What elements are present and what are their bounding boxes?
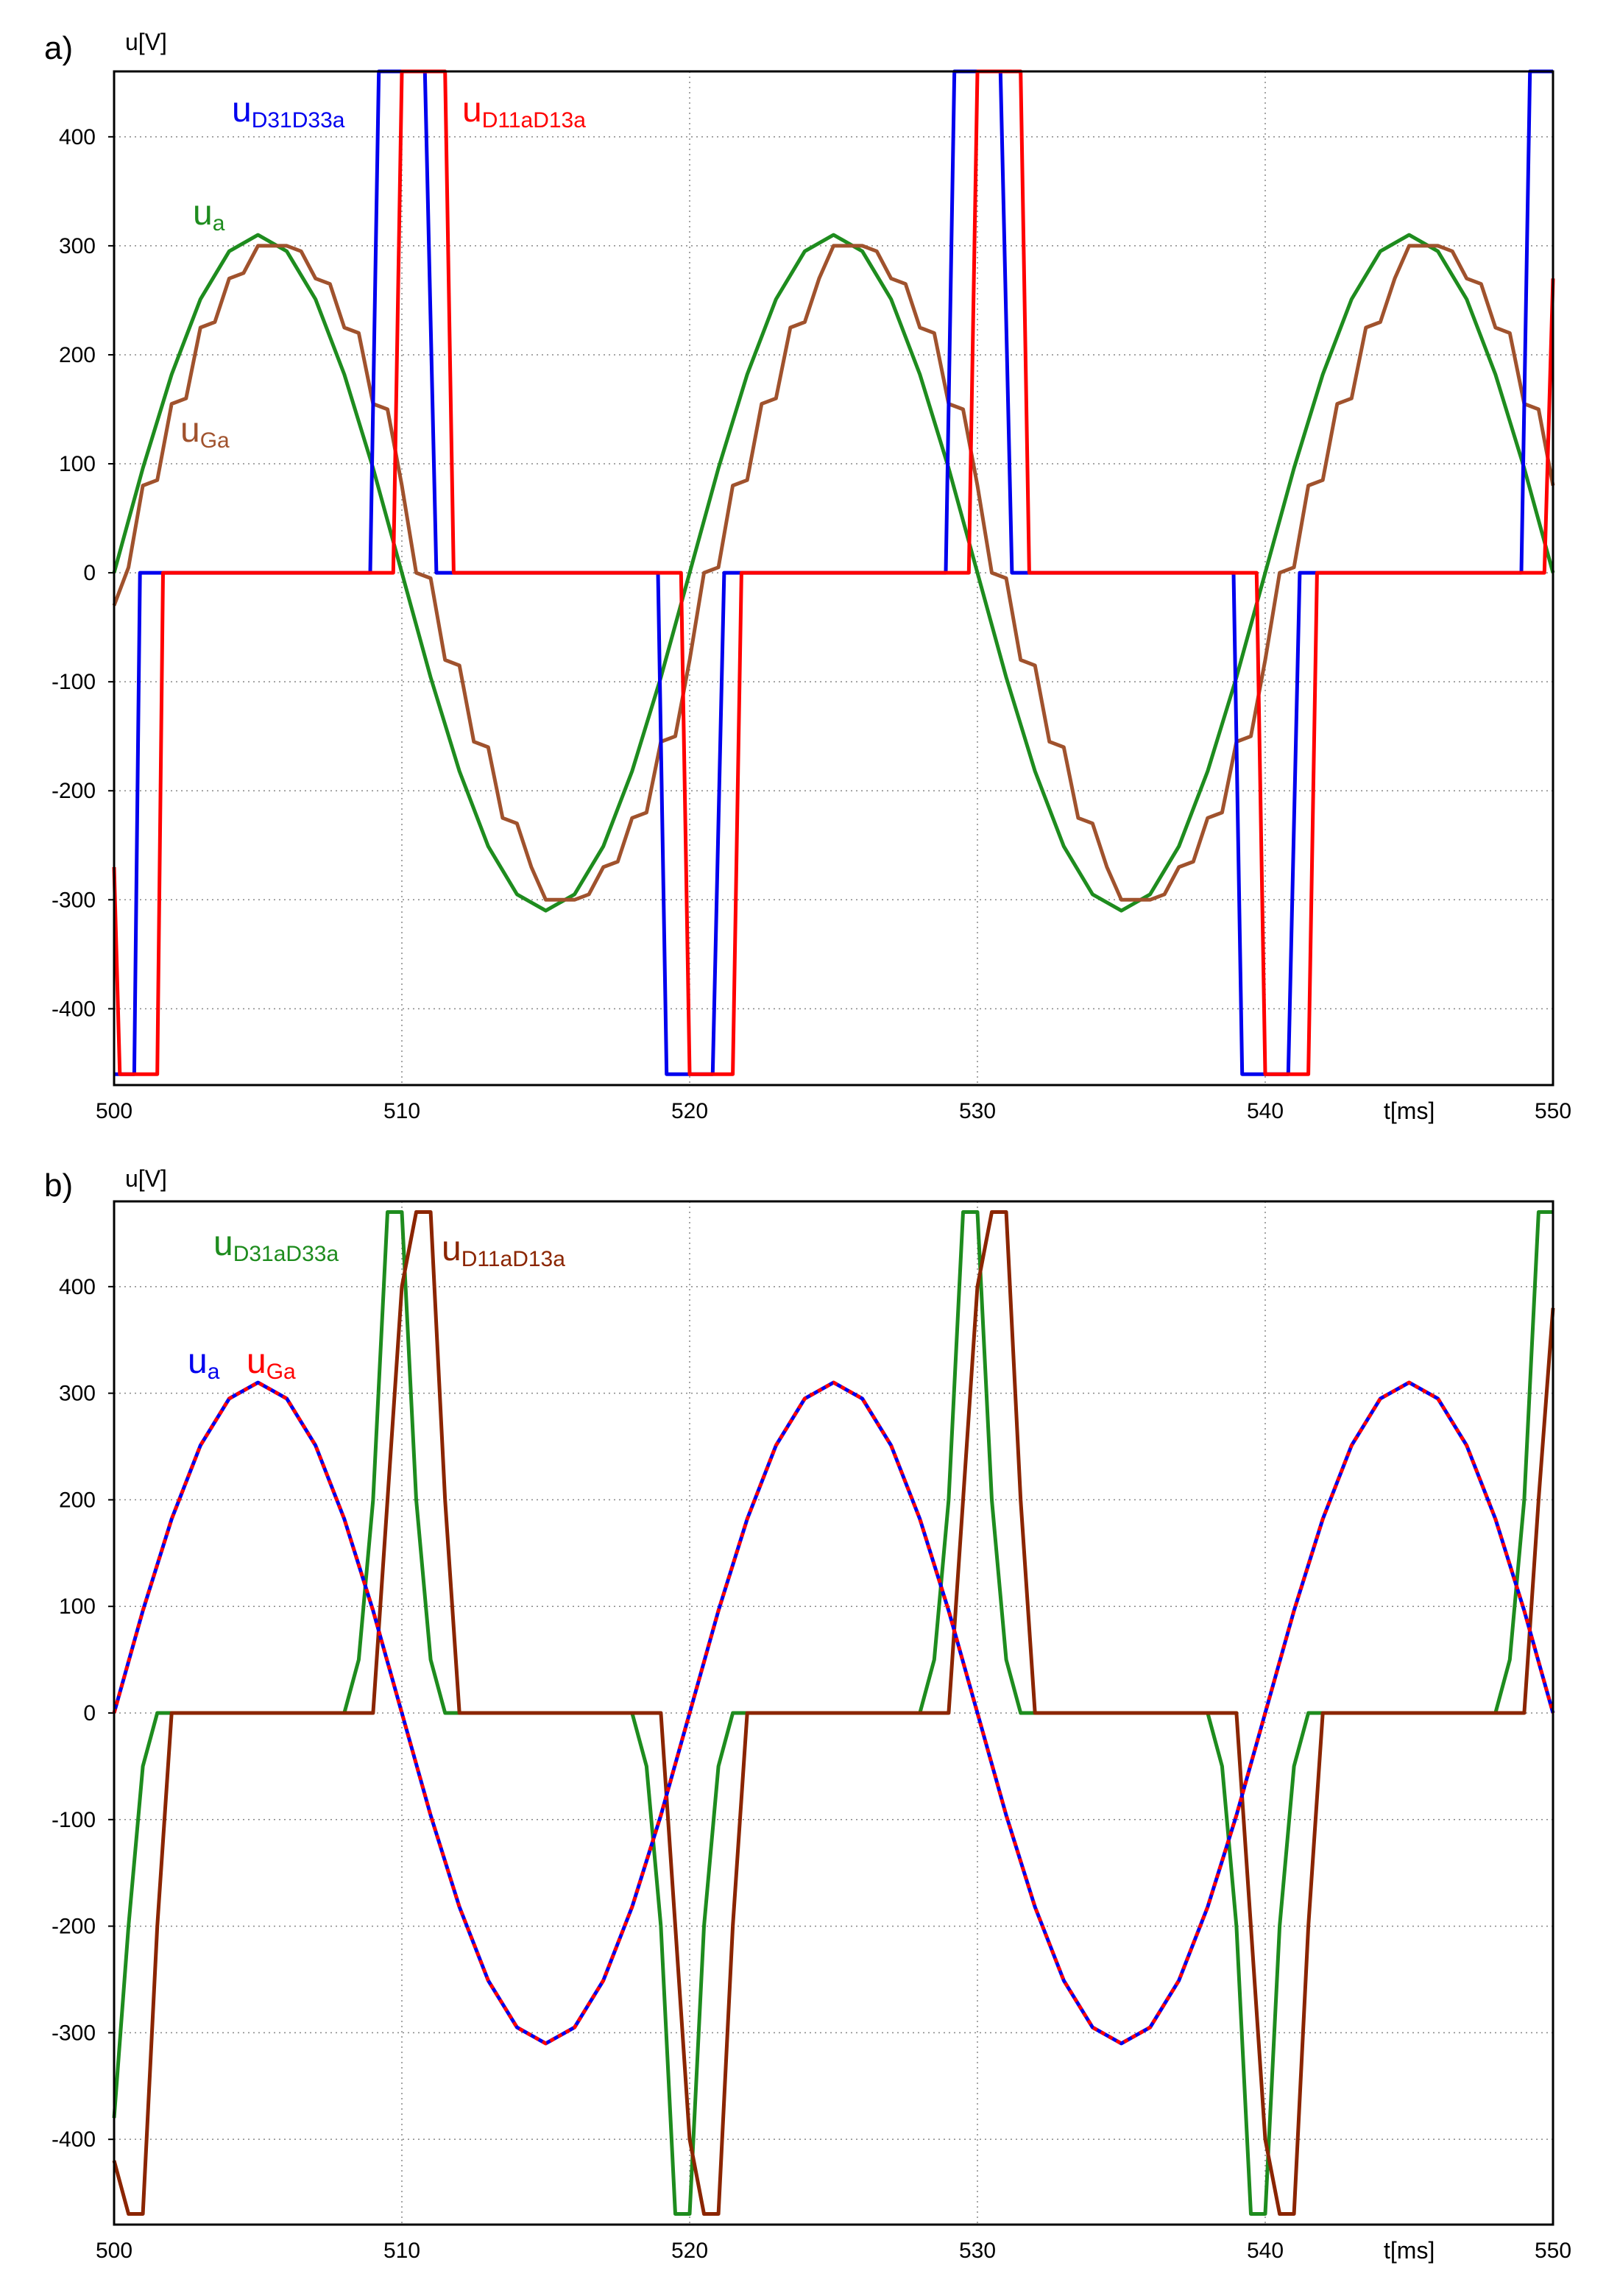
x-tick-540: 540 [1247, 1099, 1284, 1123]
panel-a-frame [113, 70, 1554, 1087]
legend-uGa: uGa [180, 411, 230, 453]
y-tick--200: -200 [52, 1915, 96, 1939]
y-tick-200: 200 [59, 1488, 96, 1512]
y-tick-400: 400 [59, 1275, 96, 1299]
y-tick-200: 200 [59, 343, 96, 367]
series-uD11aD13a [112, 69, 1555, 1076]
legend-ua-b: ua [188, 1342, 220, 1384]
series-uGa [112, 244, 1555, 902]
x-tick-520: 520 [671, 2239, 708, 2263]
x-tick-540: 540 [1247, 2239, 1284, 2263]
panel-b-ticks: 500 510 520 530 540 550 -400 -300 -200 -100 0 100 20… [52, 1275, 1571, 2263]
panel-a: a) u[V] t[ms] 500 510 520 530 540 550 -400 -300… [44, 29, 1571, 1124]
panel-b: b) u[V] t[ms] 500 510 520 530 540 550 -400 -300… [44, 1165, 1571, 2264]
legend-uD11aD13a-b: uD11aD13a [442, 1229, 565, 1271]
series-ua [112, 233, 1555, 913]
x-tick-550: 550 [1535, 2239, 1571, 2263]
panel-a-xlabel: t[ms] [1384, 1098, 1435, 1124]
panel-b-xlabel: t[ms] [1384, 2237, 1435, 2264]
y-tick-0: 0 [83, 1701, 96, 1725]
panel-b-frame [113, 1200, 1554, 2226]
y-tick--100: -100 [52, 1808, 96, 1832]
x-tick-550: 550 [1535, 1099, 1571, 1123]
legend-uD11aD13a: uD11aD13a [462, 91, 586, 133]
y-tick--300: -300 [52, 2021, 96, 2045]
legend-uGa-b: uGa [247, 1342, 296, 1384]
panel-a-ticks: 500 510 520 530 540 550 -400 -300 -200 -100 0 100 20… [52, 125, 1571, 1123]
x-tick-500: 500 [96, 1099, 132, 1123]
y-tick-400: 400 [59, 125, 96, 149]
panel-a-lines [112, 69, 1555, 1076]
panel-b-ylabel: u[V] [125, 1165, 167, 1192]
legend-ua: ua [193, 194, 225, 236]
y-tick-100: 100 [59, 452, 96, 476]
x-tick-530: 530 [959, 1099, 996, 1123]
x-tick-530: 530 [959, 2239, 996, 2263]
series-uD11aD13a [112, 1210, 1555, 2216]
y-tick--300: -300 [52, 888, 96, 912]
y-tick-300: 300 [59, 1382, 96, 1406]
series-uGa [112, 1380, 1555, 2046]
panel-a-label: a) [44, 30, 73, 66]
y-tick-0: 0 [83, 561, 96, 585]
y-tick--200: -200 [52, 779, 96, 803]
y-tick-300: 300 [59, 234, 96, 258]
y-tick--400: -400 [52, 997, 96, 1021]
panel-b-lines [112, 1210, 1555, 2216]
x-tick-510: 510 [383, 2239, 420, 2263]
legend-uD31aD33a: uD31aD33a [213, 1224, 339, 1266]
panel-a-legend: uD31D33a uD11aD13a ua uGa [180, 91, 586, 453]
y-tick--100: -100 [52, 670, 96, 694]
legend-uD31D33a: uD31D33a [232, 91, 345, 133]
x-tick-510: 510 [383, 1099, 420, 1123]
y-tick--400: -400 [52, 2127, 96, 2152]
panel-b-legend: uD31aD33a uD11aD13a ua uGa [188, 1224, 565, 1384]
x-tick-520: 520 [671, 1099, 708, 1123]
x-tick-500: 500 [96, 2239, 132, 2263]
panel-b-label: b) [44, 1168, 73, 1204]
panel-a-grid [114, 71, 1553, 1085]
panel-a-ylabel: u[V] [125, 29, 167, 55]
y-tick-100: 100 [59, 1594, 96, 1619]
